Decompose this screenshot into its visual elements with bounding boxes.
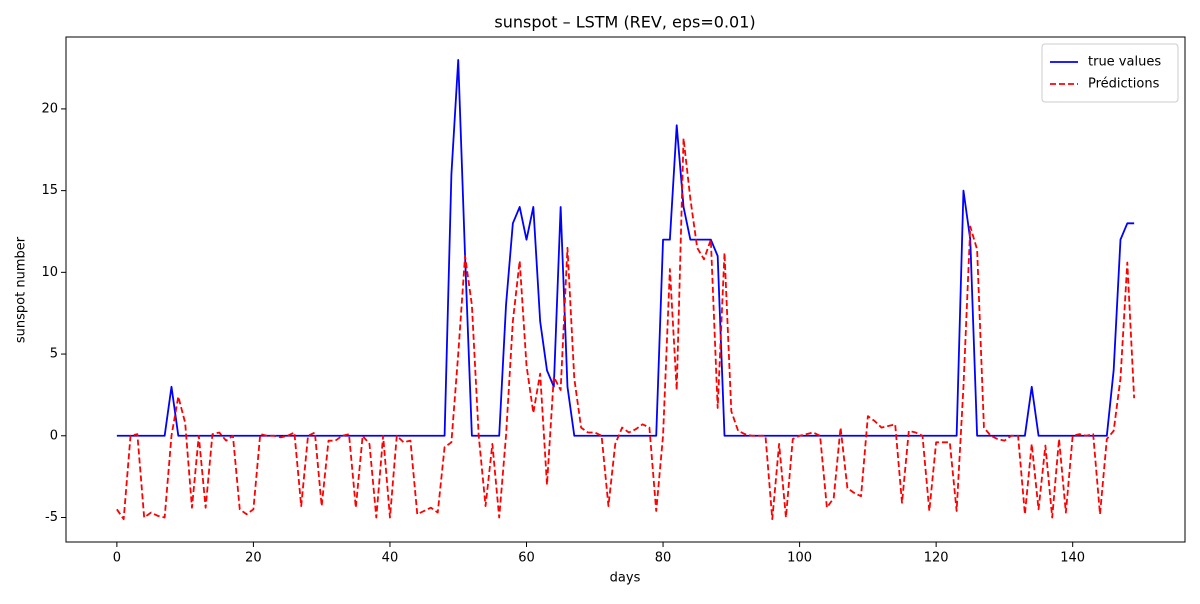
legend-label: Prédictions (1088, 77, 1160, 92)
x-tick-label: 60 (518, 551, 535, 566)
series-line (116, 58, 1135, 437)
legend-label: true values (1088, 55, 1161, 70)
x-tick-label: 20 (245, 551, 262, 566)
legend-box (1041, 43, 1179, 103)
y-tick-label: 15 (41, 183, 58, 198)
x-tick-label: 120 (924, 551, 949, 566)
y-tick-label: -5 (45, 510, 58, 525)
x-tick-label: 0 (113, 551, 121, 566)
y-tick-label: 5 (50, 347, 58, 362)
chart-title: sunspot – LSTM (REV, eps=0.01) (494, 13, 755, 32)
y-axis-label: sunspot number (14, 236, 29, 343)
series-line (116, 137, 1136, 521)
x-tick-label: 140 (1060, 551, 1085, 566)
x-tick-label: 100 (787, 551, 812, 566)
y-tick-label: 0 (50, 428, 58, 443)
x-axis-label: days (610, 571, 641, 586)
y-tick-label: 20 (41, 101, 58, 116)
y-tick-label: 10 (41, 265, 58, 280)
plot-frame (65, 36, 1186, 543)
x-tick-label: 40 (382, 551, 399, 566)
legend: true values Prédictions (1041, 43, 1179, 103)
x-tick-label: 80 (655, 551, 672, 566)
